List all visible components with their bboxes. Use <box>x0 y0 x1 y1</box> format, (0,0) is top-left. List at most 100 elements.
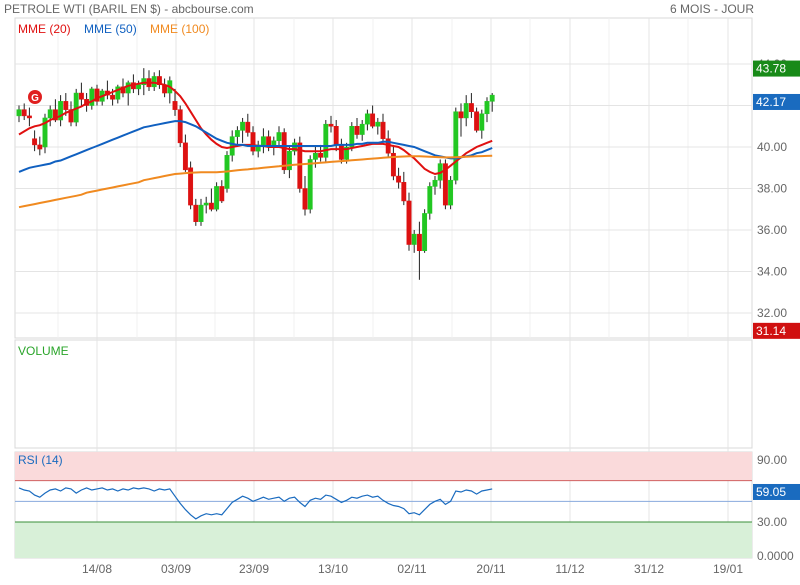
candle-down <box>52 109 58 121</box>
candle-down <box>297 142 303 189</box>
legend-mme50: MME (50) <box>84 22 137 36</box>
x-tick-label: 19/01 <box>713 562 743 576</box>
legend-mme100: MME (100) <box>150 22 210 36</box>
rsi-zone <box>15 452 752 481</box>
rsi-tick-label: 30.00 <box>757 515 787 529</box>
candle-up <box>453 111 459 181</box>
candle-up <box>151 76 157 88</box>
candle-up <box>411 233 417 245</box>
candle-up <box>42 117 48 148</box>
event-marker: G <box>28 90 42 104</box>
event-marker-label: G <box>31 93 39 104</box>
candle-up <box>364 113 370 125</box>
candle-down <box>63 101 69 110</box>
candle-up <box>484 101 490 115</box>
candle-down <box>21 109 27 117</box>
candle-down <box>318 152 324 158</box>
x-tick-label: 03/09 <box>161 562 191 576</box>
period-label[interactable]: 6 MOIS - JOUR <box>669 2 754 16</box>
y-tick-label: 40.00 <box>757 140 787 154</box>
candle-down <box>401 182 407 202</box>
rsi-tick-label: 90.00 <box>757 453 787 467</box>
price-label-box <box>753 93 800 110</box>
y-tick-label: 36.00 <box>757 223 787 237</box>
price-label-text: 42.17 <box>756 95 786 109</box>
candle-up <box>203 202 209 206</box>
candle-down <box>26 115 32 119</box>
candle-down <box>78 92 84 100</box>
candle-down <box>333 126 339 146</box>
candle-up <box>58 101 64 121</box>
price-label-box <box>753 322 800 339</box>
candle-up <box>260 136 266 146</box>
rsi-tick-label: 0.0000 <box>757 549 794 563</box>
candle-down <box>406 200 412 245</box>
price-label-text: 31.14 <box>756 324 786 338</box>
candle-down <box>219 186 225 202</box>
candle-up <box>47 109 53 119</box>
candle-down <box>396 175 402 183</box>
volume-title: VOLUME <box>18 344 69 358</box>
ma-line <box>18 154 493 209</box>
candle-down <box>458 111 464 119</box>
candle-up <box>375 121 381 127</box>
candle-up <box>307 159 313 210</box>
candle-down <box>245 121 251 133</box>
candle-up <box>427 186 433 214</box>
candle-down <box>37 144 43 150</box>
candle-down <box>172 101 178 110</box>
candle-down <box>474 111 480 131</box>
legend: MME (20) MME (50) MME (100) <box>18 22 219 36</box>
event-marker-circle <box>28 90 42 104</box>
candle-down <box>281 132 287 171</box>
candle-up <box>136 84 142 90</box>
candle-up <box>463 103 469 119</box>
candle-up <box>125 82 131 94</box>
panel-frame <box>14 339 753 449</box>
candle-down <box>156 76 162 85</box>
candle-up <box>234 130 240 137</box>
candle-up <box>16 109 22 117</box>
rsi-title: RSI (14) <box>18 453 63 467</box>
candle-up <box>286 150 292 171</box>
y-tick-label: 34.00 <box>757 265 787 279</box>
price-label-box <box>753 60 800 77</box>
candle-up <box>323 123 329 158</box>
candle-down <box>380 121 386 139</box>
candle-down <box>193 204 199 222</box>
candle-down <box>208 202 214 210</box>
x-tick-label: 23/09 <box>239 562 269 576</box>
candles <box>16 68 495 280</box>
candle-up <box>489 94 495 102</box>
y-tick-label: 32.00 <box>757 306 787 320</box>
x-tick-label: 20/11 <box>476 562 505 576</box>
candle-up <box>422 213 428 251</box>
rsi-value-text: 59.05 <box>756 485 786 499</box>
candle-down <box>110 94 116 100</box>
x-tick-label: 13/10 <box>318 562 348 576</box>
candle-down <box>177 109 183 144</box>
moving-averages <box>18 81 493 209</box>
price-label-text: 43.78 <box>756 62 786 76</box>
y-tick-label: 38.00 <box>757 182 787 196</box>
rsi-series <box>18 487 493 520</box>
candle-up <box>432 179 438 187</box>
candle-down <box>182 142 188 171</box>
candle-up <box>141 78 147 86</box>
x-tick-label: 02/11 <box>397 562 426 576</box>
candle-up <box>344 146 350 160</box>
candle-down <box>94 88 100 102</box>
candle-down <box>302 188 308 210</box>
candle-down <box>416 233 422 251</box>
candle-down <box>442 163 448 206</box>
candle-up <box>359 123 365 135</box>
axes: 14/08 03/09 23/09 13/10 02/11 20/11 11/12 31/12… <box>82 57 800 576</box>
candle-up <box>198 204 204 222</box>
candle-down <box>188 167 194 206</box>
candle-up <box>89 88 95 106</box>
x-tick-label: 11/12 <box>555 562 584 576</box>
rsi-zone <box>15 522 752 558</box>
legend-mme20: MME (20) <box>18 22 71 36</box>
panel-frame <box>14 17 753 339</box>
candle-down <box>328 123 334 127</box>
